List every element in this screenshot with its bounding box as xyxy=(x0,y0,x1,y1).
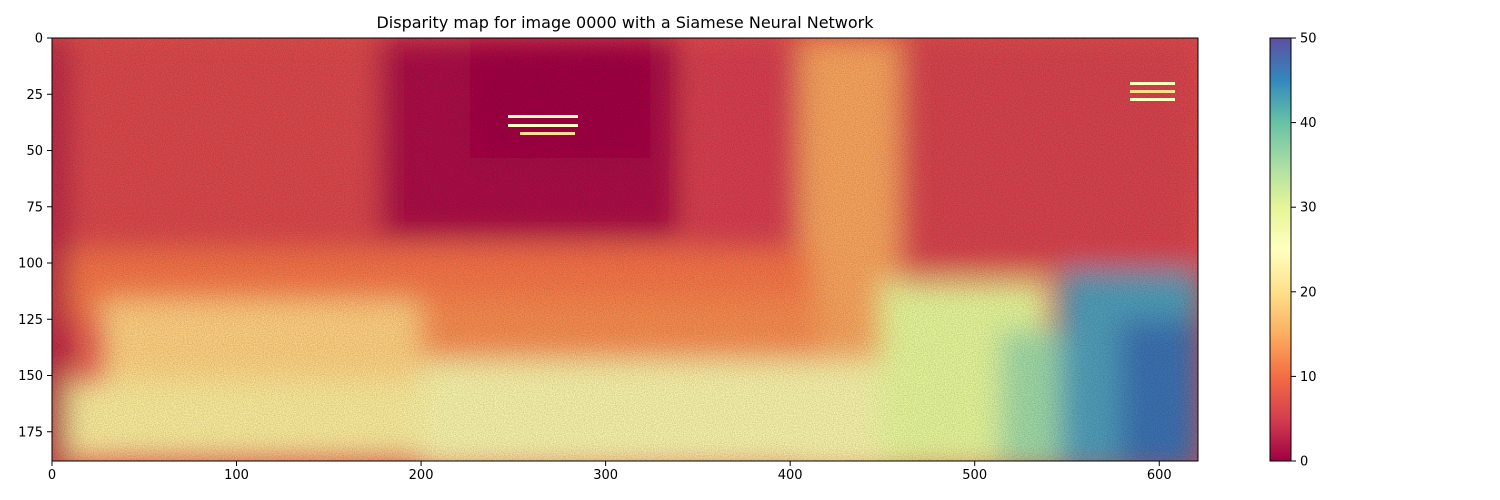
colorbar-tick-label: 10 xyxy=(1300,370,1317,385)
colorbar-axis: 0 10 20 30 40 50 xyxy=(1291,32,1317,470)
y-tick-label: 25 xyxy=(26,88,43,103)
y-tick-label: 150 xyxy=(18,369,43,384)
colorbar-tick-label: 40 xyxy=(1300,116,1317,131)
y-tick-label: 75 xyxy=(26,200,43,215)
colorbar-tick-label: 20 xyxy=(1300,285,1317,300)
plot-frame xyxy=(51,37,1199,462)
chart-title: Disparity map for image 0000 with a Siam… xyxy=(376,13,874,32)
colorbar-tick-label: 50 xyxy=(1300,32,1317,47)
x-tick-label: 600 xyxy=(1147,468,1172,483)
colorbar xyxy=(1269,37,1292,462)
x-tick-label: 400 xyxy=(778,468,803,483)
disparity-heatmap xyxy=(52,38,1198,461)
y-tick-label: 100 xyxy=(18,257,43,272)
x-tick-label: 500 xyxy=(962,468,987,483)
y-tick-label: 0 xyxy=(35,32,43,47)
x-tick-label: 200 xyxy=(409,468,434,483)
y-tick-label: 175 xyxy=(18,425,43,440)
x-axis: 0 100 200 300 400 500 600 xyxy=(48,461,1172,483)
x-tick-label: 100 xyxy=(224,468,249,483)
stripe-artifacts xyxy=(508,82,1175,135)
y-tick-label: 125 xyxy=(18,313,43,328)
y-axis: 0 25 50 75 100 125 150 175 xyxy=(18,32,52,440)
x-tick-label: 300 xyxy=(593,468,618,483)
colorbar-tick-label: 0 xyxy=(1300,455,1308,470)
x-tick-label: 0 xyxy=(48,468,56,483)
y-tick-label: 50 xyxy=(26,144,43,159)
colorbar-tick-label: 30 xyxy=(1300,201,1317,216)
